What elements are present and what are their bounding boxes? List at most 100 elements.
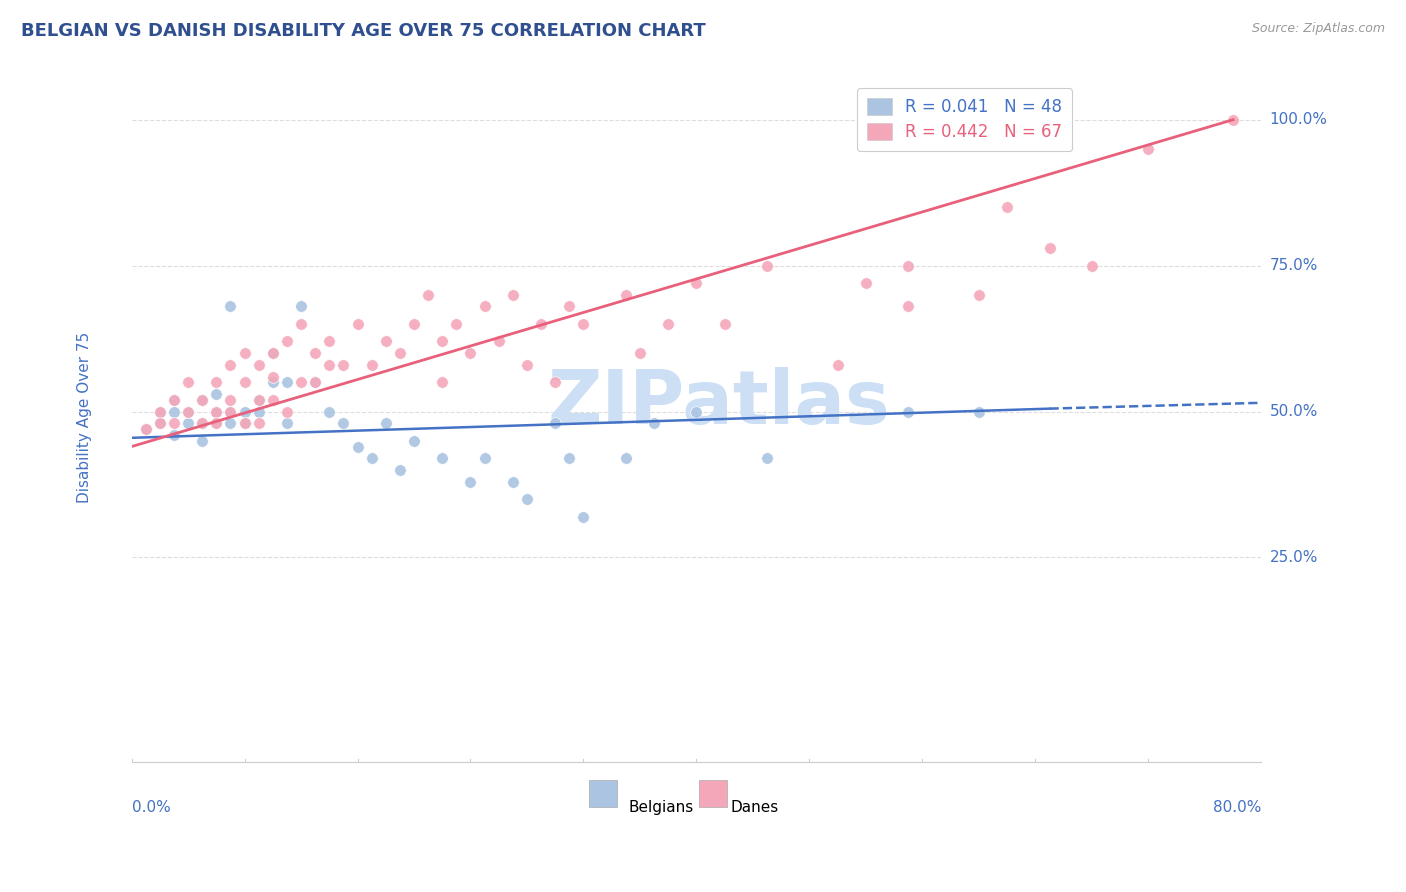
- Point: [205, 416, 228, 430]
- Point: [177, 416, 200, 430]
- Point: [149, 416, 172, 430]
- Point: [897, 300, 920, 314]
- Point: [643, 416, 665, 430]
- Legend: R = 0.041   N = 48, R = 0.442   N = 67: R = 0.041 N = 48, R = 0.442 N = 67: [856, 88, 1073, 152]
- Point: [191, 392, 214, 407]
- Point: [685, 276, 707, 290]
- Point: [446, 317, 468, 331]
- Point: [205, 387, 228, 401]
- Text: ZIPatlas: ZIPatlas: [548, 368, 890, 440]
- Point: [657, 317, 679, 331]
- Point: [967, 404, 990, 418]
- Point: [276, 416, 298, 430]
- Point: [967, 287, 990, 301]
- Point: [756, 451, 779, 466]
- Point: [432, 376, 454, 390]
- Point: [756, 259, 779, 273]
- Point: [163, 416, 186, 430]
- Point: [219, 300, 242, 314]
- Point: [149, 404, 172, 418]
- Point: [460, 475, 482, 489]
- Point: [572, 509, 595, 524]
- Point: [318, 334, 340, 349]
- Point: [304, 346, 326, 360]
- Point: [247, 392, 270, 407]
- Point: [332, 358, 354, 372]
- Point: [177, 404, 200, 418]
- Point: [388, 346, 411, 360]
- Point: [516, 358, 538, 372]
- Point: [318, 404, 340, 418]
- Point: [233, 416, 256, 430]
- Point: [233, 376, 256, 390]
- Point: [544, 416, 567, 430]
- Point: [628, 346, 651, 360]
- Point: [558, 300, 581, 314]
- Point: [402, 434, 425, 448]
- Point: [219, 392, 242, 407]
- Point: [247, 358, 270, 372]
- Text: 100.0%: 100.0%: [1270, 112, 1327, 128]
- Point: [432, 451, 454, 466]
- Point: [290, 376, 312, 390]
- Point: [474, 451, 496, 466]
- Point: [149, 404, 172, 418]
- Point: [205, 404, 228, 418]
- Point: [205, 376, 228, 390]
- Text: BELGIAN VS DANISH DISABILITY AGE OVER 75 CORRELATION CHART: BELGIAN VS DANISH DISABILITY AGE OVER 75…: [21, 22, 706, 40]
- Point: [360, 451, 382, 466]
- Point: [205, 404, 228, 418]
- Text: 0.0%: 0.0%: [132, 799, 170, 814]
- Point: [614, 451, 637, 466]
- Point: [346, 440, 368, 454]
- Text: Disability Age Over 75: Disability Age Over 75: [76, 332, 91, 503]
- Point: [388, 463, 411, 477]
- Point: [262, 369, 284, 384]
- Point: [177, 376, 200, 390]
- Point: [713, 317, 735, 331]
- Point: [290, 300, 312, 314]
- Point: [460, 346, 482, 360]
- Point: [177, 404, 200, 418]
- Point: [1081, 259, 1104, 273]
- Point: [233, 346, 256, 360]
- Point: [318, 358, 340, 372]
- Point: [402, 317, 425, 331]
- Point: [995, 200, 1018, 214]
- Point: [855, 276, 877, 290]
- Point: [304, 376, 326, 390]
- Point: [233, 404, 256, 418]
- Point: [827, 358, 849, 372]
- Point: [247, 416, 270, 430]
- Point: [191, 416, 214, 430]
- Point: [219, 358, 242, 372]
- Point: [219, 416, 242, 430]
- Point: [502, 287, 524, 301]
- Text: 75.0%: 75.0%: [1270, 258, 1317, 273]
- Point: [1222, 112, 1244, 127]
- Point: [191, 434, 214, 448]
- Point: [276, 376, 298, 390]
- Point: [262, 346, 284, 360]
- Text: Danes: Danes: [730, 799, 779, 814]
- Point: [205, 416, 228, 430]
- Point: [191, 392, 214, 407]
- Point: [163, 392, 186, 407]
- Point: [149, 416, 172, 430]
- Point: [360, 358, 382, 372]
- Point: [247, 404, 270, 418]
- Point: [530, 317, 553, 331]
- Point: [488, 334, 510, 349]
- Point: [163, 404, 186, 418]
- Point: [135, 422, 157, 436]
- Point: [304, 376, 326, 390]
- Point: [685, 404, 707, 418]
- Point: [416, 287, 439, 301]
- Point: [262, 376, 284, 390]
- Point: [262, 392, 284, 407]
- Point: [474, 300, 496, 314]
- Point: [374, 416, 396, 430]
- Point: [432, 334, 454, 349]
- Point: [1137, 142, 1160, 156]
- FancyBboxPatch shape: [589, 780, 617, 806]
